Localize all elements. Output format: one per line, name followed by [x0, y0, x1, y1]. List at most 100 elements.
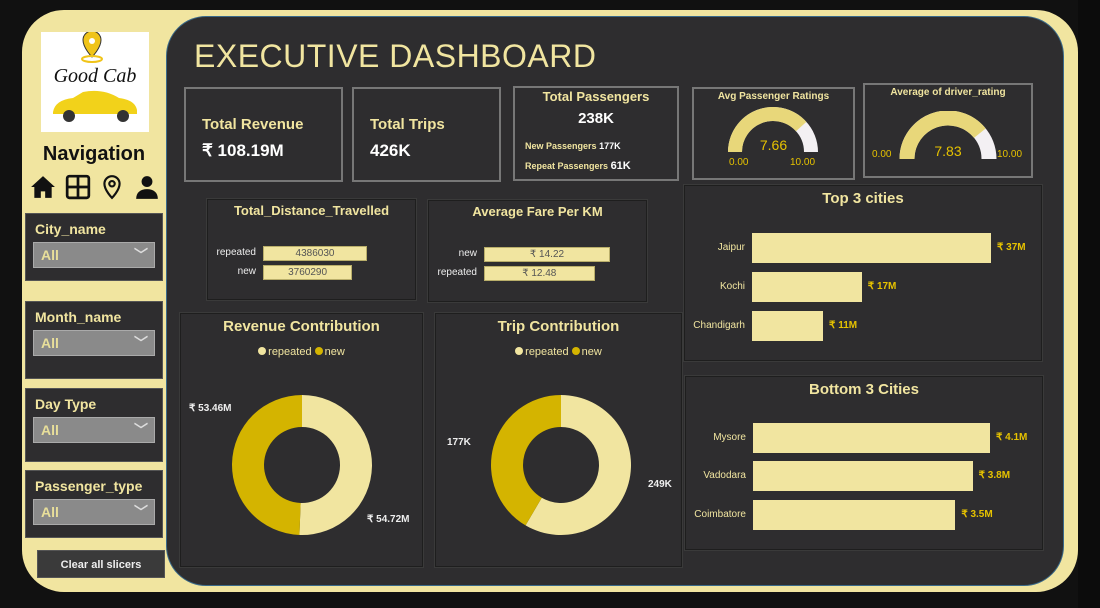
- bar-label: repeated: [437, 267, 477, 278]
- gauge-min: 0.00: [872, 149, 892, 160]
- chevron-down-icon: ﹀: [134, 247, 148, 263]
- chart-legend: repeated new: [181, 346, 422, 358]
- clear-all-slicers-button[interactable]: Clear all slicers: [37, 550, 165, 578]
- total-trips-card: Total Trips 426K: [352, 87, 501, 182]
- legend-dot: [515, 347, 524, 355]
- city-bar: [753, 461, 973, 491]
- window-edge: [1078, 0, 1100, 608]
- slicer-month-name: Month_name All ﹀: [25, 301, 163, 379]
- card-value: 238K: [578, 110, 614, 127]
- navigation-title: Navigation: [42, 143, 146, 165]
- avg-driver-rating-gauge: Average of driver_rating 7.83 0.00 10.00: [863, 83, 1033, 178]
- gauge-max: 10.00: [997, 149, 1023, 160]
- avg-passenger-rating-gauge: Avg Passenger Ratings 7.66 0.00 10.00: [692, 87, 855, 180]
- slicer-label: Passenger_type: [35, 478, 143, 494]
- bar-label: repeated: [216, 247, 256, 258]
- page-title: EXECUTIVE DASHBOARD: [194, 38, 597, 74]
- donut-chart: [491, 395, 631, 535]
- good-cab-logo: Good Cab: [41, 30, 149, 132]
- city-bar: [752, 311, 824, 341]
- chart-legend: repeated new: [436, 346, 681, 358]
- city-label: Chandigarh: [693, 320, 745, 331]
- bottom-3-cities-chart: Bottom 3 Cities Mysore ₹ 4.1M Vadodara ₹ …: [685, 376, 1043, 550]
- donut-slice: [231, 395, 302, 535]
- chart-title: Bottom 3 Cities: [808, 381, 919, 398]
- city-label: Jaipur: [717, 242, 745, 253]
- gauge-min: 0.00: [729, 157, 749, 168]
- city-bar: [753, 423, 990, 453]
- grid-icon[interactable]: [65, 174, 91, 200]
- trip-contribution-chart: Trip Contribution repeated new 177K 249K: [435, 313, 682, 567]
- gauge-value: 7.66: [759, 137, 788, 153]
- bar-label: new: [237, 266, 256, 277]
- bar: 4386030: [263, 246, 367, 261]
- card-label: Total Trips: [370, 116, 445, 133]
- slicer-label: City_name: [35, 221, 106, 237]
- bar-value-label: ₹ 17M: [867, 281, 897, 292]
- city-label: Kochi: [719, 281, 745, 292]
- slicer-passenger-type: Passenger_type All ﹀: [25, 470, 163, 538]
- slicer-day-type: Day Type All ﹀: [25, 388, 163, 462]
- chevron-down-icon: ﹀: [134, 335, 148, 351]
- chevron-down-icon: ﹀: [134, 504, 148, 520]
- chart-title: Trip Contribution: [497, 318, 620, 335]
- chart-title: Average Fare Per KM: [472, 204, 603, 219]
- home-icon[interactable]: [30, 174, 56, 200]
- revenue-contribution-chart: Revenue Contribution repeated new ₹ 53.4…: [180, 313, 423, 567]
- bar-value-label: ₹ 11M: [829, 320, 858, 331]
- bar: ₹ 12.48: [484, 266, 595, 281]
- slicer-city-name: City_name All ﹀: [25, 213, 163, 281]
- bar-value-label: ₹ 37M: [997, 242, 1026, 253]
- legend-dot: [571, 347, 580, 355]
- bar: ₹ 14.22: [484, 247, 610, 262]
- city-name-dropdown[interactable]: All ﹀: [33, 242, 155, 268]
- total-revenue-card: Total Revenue ₹ 108.19M: [184, 87, 343, 182]
- donut-slice: [525, 395, 631, 535]
- legend-dot: [314, 347, 323, 355]
- slice-label: 177K: [447, 437, 471, 448]
- day-type-dropdown[interactable]: All ﹀: [33, 417, 155, 443]
- city-bar: [752, 272, 862, 302]
- user-icon[interactable]: [134, 174, 160, 200]
- donut-chart: [231, 395, 372, 535]
- chart-title: Total_Distance_Travelled: [233, 203, 390, 218]
- chevron-down-icon: ﹀: [134, 422, 148, 438]
- card-value: ₹ 108.19M: [202, 141, 284, 160]
- avg-fare-per-km-chart: Average Fare Per KM new ₹ 14.22 repeated…: [428, 200, 647, 302]
- chart-title: Revenue Contribution: [223, 318, 380, 335]
- city-label: Mysore: [713, 432, 746, 443]
- city-bar: [753, 500, 956, 530]
- card-label: Total Revenue: [202, 116, 304, 133]
- city-bar: [752, 233, 991, 263]
- location-pin-icon[interactable]: [99, 174, 125, 200]
- chart-title: Top 3 cities: [822, 190, 904, 207]
- gauge-arc: [899, 111, 997, 160]
- month-name-dropdown[interactable]: All ﹀: [33, 330, 155, 356]
- total-distance-chart: Total_Distance_Travelled repeated 438603…: [207, 199, 416, 300]
- gauge-value: 7.83: [934, 143, 962, 159]
- gauge-title: Avg Passenger Ratings: [717, 91, 830, 102]
- legend-dot: [258, 347, 267, 355]
- top-3-cities-chart: Top 3 cities Jaipur ₹ 37M Kochi ₹ 17M Chan…: [684, 185, 1042, 361]
- bar-label: new: [458, 248, 477, 259]
- slice-label: ₹ 54.72M: [367, 514, 410, 525]
- bar-value-label: ₹ 4.1M: [996, 432, 1028, 443]
- slicer-label: Month_name: [35, 309, 122, 325]
- total-passengers-card: Total Passengers 238K New Passengers 177…: [513, 86, 679, 181]
- gauge-max: 10.00: [790, 157, 816, 168]
- passenger-type-dropdown[interactable]: All ﹀: [33, 499, 155, 525]
- city-label: Vadodara: [703, 470, 746, 481]
- bar-value-label: ₹ 3.5M: [961, 509, 993, 520]
- slice-label: ₹ 53.46M: [189, 403, 232, 414]
- slicer-label: Day Type: [35, 396, 97, 412]
- donut-slice: [491, 395, 561, 526]
- slice-label: 249K: [648, 479, 672, 490]
- city-label: Coimbatore: [694, 509, 746, 520]
- donut-slice: [299, 395, 372, 535]
- repeat-passengers-label: Repeat Passengers 61K: [525, 160, 631, 172]
- gauge-arc: [728, 107, 818, 153]
- new-passengers-label: New Passengers 177K: [525, 141, 621, 151]
- card-label: Total Passengers: [542, 89, 650, 104]
- card-value: 426K: [370, 141, 411, 160]
- svg-text:Good Cab: Good Cab: [54, 65, 137, 87]
